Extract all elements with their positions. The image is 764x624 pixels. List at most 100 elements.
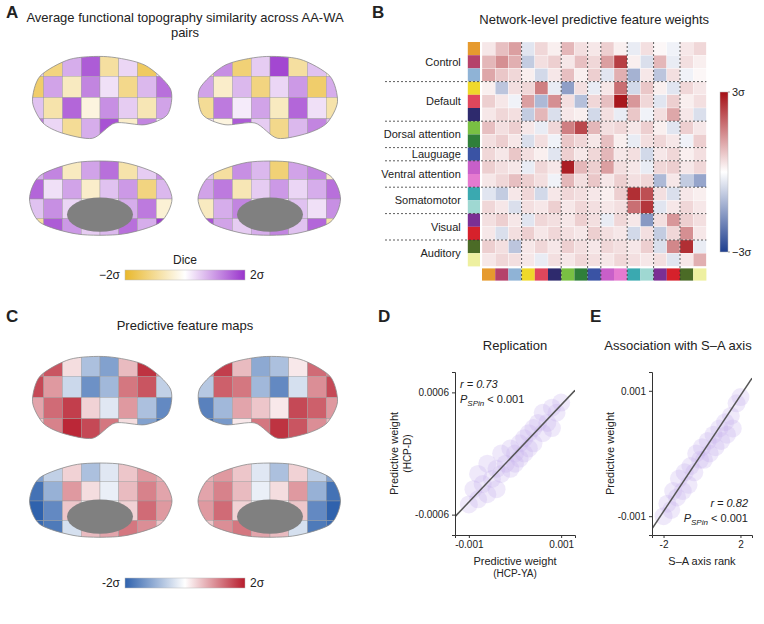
- parcel: [81, 76, 100, 97]
- heatmap-cell: [680, 214, 693, 227]
- network-label: Lauguage: [412, 148, 461, 160]
- heatmap-cell: [588, 161, 601, 174]
- network-color-left: [468, 55, 480, 68]
- heatmap-cell: [680, 95, 693, 108]
- parcel: [138, 355, 157, 376]
- text-line: Predictive feature maps: [117, 318, 254, 333]
- colorbar-tick-label: 3σ: [732, 86, 745, 98]
- heatmap-cell: [680, 108, 693, 121]
- heatmap-cell: [640, 161, 653, 174]
- parcel: [81, 55, 100, 76]
- parcel: [195, 98, 214, 119]
- tick-label: 0.001: [621, 386, 646, 397]
- heatmap-cell: [654, 148, 667, 161]
- heatmap-cell: [508, 55, 521, 68]
- axis-line: [456, 536, 576, 539]
- parcel: [63, 160, 82, 180]
- heatmap-cell: [522, 95, 535, 108]
- heatmap-cell: [640, 95, 653, 108]
- brain-view: [25, 160, 175, 238]
- heatmap-cell: [627, 174, 640, 187]
- heatmap-cell: [522, 42, 535, 55]
- heatmap-cell: [614, 240, 627, 253]
- heatmap-cell: [535, 214, 548, 227]
- group-separator-v: [521, 42, 522, 282]
- parcel: [138, 119, 157, 140]
- heatmap-cell: [654, 121, 667, 134]
- heatmap-cell: [614, 174, 627, 187]
- heatmap-cell: [654, 200, 667, 213]
- heatmap-cell: [693, 108, 706, 121]
- parcel: [308, 199, 327, 219]
- parcel: [251, 398, 270, 419]
- heatmap-cell: [640, 55, 653, 68]
- brain-view: [25, 462, 175, 540]
- panel-title: Average functional topography similarity…: [26, 10, 344, 40]
- parcel: [195, 119, 214, 140]
- heatmap-cell: [482, 68, 495, 81]
- parcel: [308, 55, 327, 76]
- parcel: [214, 355, 233, 376]
- heatmap-cell: [574, 148, 587, 161]
- heatmap-cell: [522, 200, 535, 213]
- heatmap-cell: [667, 253, 680, 266]
- network-color-left: [468, 253, 480, 266]
- heatmap-cell: [667, 240, 680, 253]
- parcel: [44, 482, 63, 502]
- parcel: [233, 98, 252, 119]
- tick: 0.001: [621, 386, 652, 397]
- heatmap-cell: [627, 95, 640, 108]
- network-color-bottom: [627, 268, 640, 280]
- colorbar-tick: [125, 270, 126, 280]
- parcel: [195, 521, 214, 541]
- group-separator-h: [385, 121, 706, 122]
- parcel: [289, 55, 308, 76]
- parcel: [63, 355, 82, 376]
- heatmap-cell: [680, 174, 693, 187]
- heatmap-cell: [588, 214, 601, 227]
- parcel: [156, 76, 175, 97]
- heatmap-cell: [508, 42, 521, 55]
- colorbar-title: Dice: [173, 253, 197, 267]
- heatmap-cell: [627, 55, 640, 68]
- heatmap-cell: [627, 240, 640, 253]
- tick-label: -0.001: [618, 511, 647, 522]
- heatmap-cell: [680, 148, 693, 161]
- heatmap-cell: [654, 42, 667, 55]
- parcel: [195, 199, 214, 219]
- annotation-p-subscript: SPin: [691, 518, 708, 527]
- parcel: [44, 398, 63, 419]
- brain-view: [25, 55, 175, 140]
- brain-outline: [198, 161, 341, 235]
- heatmap-cell: [640, 214, 653, 227]
- heatmap-cell: [693, 121, 706, 134]
- heatmap-cell: [588, 95, 601, 108]
- heatmap-cell: [522, 82, 535, 95]
- heatmap-cell: [588, 148, 601, 161]
- heatmap-cell: [561, 200, 574, 213]
- parcel: [25, 119, 44, 140]
- heatmap-cell: [548, 174, 561, 187]
- parcel: [81, 119, 100, 140]
- network-label: Ventral attention: [381, 168, 461, 180]
- heatmap-cell: [548, 161, 561, 174]
- parcel: [100, 160, 119, 180]
- heatmap-cell: [535, 108, 548, 121]
- parcel: [138, 160, 157, 180]
- heatmap-cell: [522, 68, 535, 81]
- heatmap-cell: [508, 240, 521, 253]
- heatmap-cells: [482, 42, 706, 266]
- heatmap-cell: [588, 42, 601, 55]
- heatmap-cell: [614, 95, 627, 108]
- parcel: [289, 76, 308, 97]
- parcel: [270, 355, 289, 376]
- heatmap-cell: [522, 134, 535, 147]
- parcel: [195, 55, 214, 76]
- parcel: [63, 376, 82, 397]
- parcel: [195, 219, 214, 239]
- tick: -0.001: [618, 511, 652, 522]
- parcel: [119, 160, 138, 180]
- heatmap-cell: [574, 55, 587, 68]
- heatmap-cell: [667, 200, 680, 213]
- colorbar: [125, 578, 245, 588]
